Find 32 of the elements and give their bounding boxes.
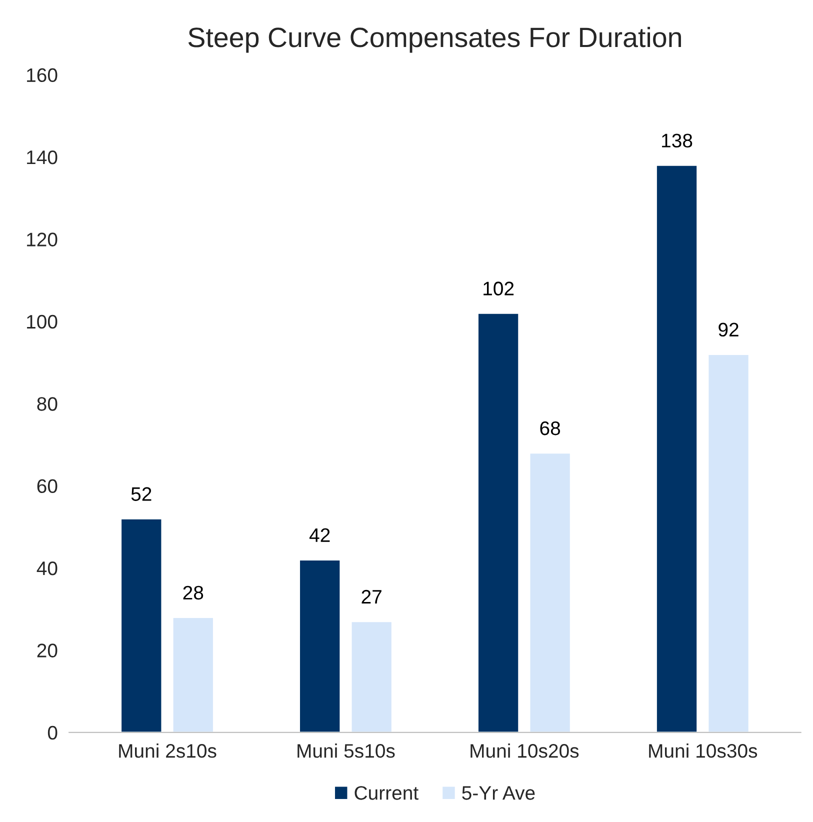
data-label: 27 — [362, 590, 382, 604]
bar — [298, 559, 342, 732]
data-label: 102 — [484, 282, 514, 296]
y-tick-label: 140 — [27, 150, 58, 164]
bar — [528, 452, 572, 732]
bar — [656, 164, 698, 732]
data-label: 92 — [718, 322, 738, 337]
legend-label: 5-Yr Ave — [462, 786, 535, 800]
data-label: 138 — [662, 134, 692, 148]
data-label: 28 — [183, 586, 204, 600]
chart-title: Steep Curve Compensates For Duration — [188, 26, 681, 53]
x-tick-label: Muni 10s20s — [470, 744, 579, 758]
y-tick-label: 60 — [37, 479, 58, 494]
bar — [350, 620, 393, 732]
data-label: 52 — [131, 487, 152, 501]
bar — [120, 518, 163, 732]
bar — [172, 616, 214, 732]
x-tick-label: Muni 5s10s — [298, 744, 395, 758]
y-tick-label: 40 — [36, 561, 58, 576]
bar — [707, 354, 750, 732]
x-tick-label: Muni 10s30s — [649, 744, 758, 758]
y-tick-label: 100 — [27, 314, 58, 329]
bar — [477, 312, 520, 732]
y-tick-label: 120 — [27, 232, 58, 246]
legend-label: Current — [354, 786, 418, 800]
x-tick-label: Muni 2s10s — [119, 744, 216, 758]
data-label: 42 — [309, 528, 330, 542]
data-label: 68 — [540, 421, 560, 436]
y-tick-label: 20 — [37, 644, 58, 658]
y-tick-label: 0 — [48, 726, 58, 740]
y-tick-label: 160 — [27, 68, 58, 82]
y-tick-label: 80 — [37, 397, 58, 411]
